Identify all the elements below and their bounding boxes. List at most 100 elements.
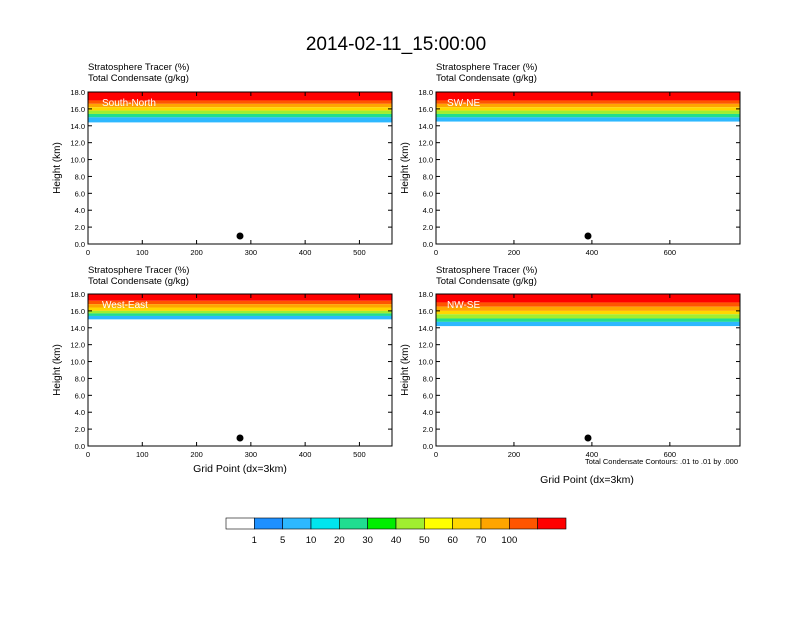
plot-frame <box>87 91 393 245</box>
colorbar-label: 100 <box>501 535 517 546</box>
panel4-title-line1: Stratosphere Tracer (%) <box>436 265 537 276</box>
colorbar-swatch <box>282 517 312 530</box>
y-tick-label: 4.0 <box>75 206 85 215</box>
y-tick-label: 14.0 <box>418 324 433 333</box>
colorbar-label: 20 <box>334 535 345 546</box>
y-tick-label: 2.0 <box>75 223 85 232</box>
x-tick-label: 400 <box>586 248 599 257</box>
panel3-title-line1: Stratosphere Tracer (%) <box>88 265 189 276</box>
plot-frame <box>435 293 741 447</box>
x-tick-label: 0 <box>86 450 90 459</box>
panel3-title-line2: Total Condensate (g/kg) <box>88 276 189 287</box>
panel3-label: West-East <box>102 300 148 311</box>
colorbar-swatch <box>310 517 340 530</box>
x-tick-label: 600 <box>664 450 677 459</box>
y-tick-label: 18.0 <box>418 88 433 97</box>
y-tick-label: 6.0 <box>75 189 85 198</box>
location-marker <box>584 232 592 240</box>
x-tick-label: 200 <box>508 248 521 257</box>
panel1-ylabel: Height (km) <box>52 142 63 194</box>
colorbar-label: 5 <box>280 535 285 546</box>
location-marker <box>236 232 244 240</box>
x-tick-label: 400 <box>299 248 312 257</box>
y-tick-label: 8.0 <box>423 172 433 181</box>
tracer-band <box>436 321 740 327</box>
y-tick-label: 10.0 <box>418 156 433 165</box>
tracer-band <box>436 107 740 111</box>
x-tick-label: 0 <box>434 248 438 257</box>
x-tick-label: 600 <box>664 248 677 257</box>
y-tick-label: 2.0 <box>423 425 433 434</box>
location-marker <box>236 434 244 442</box>
tracer-band <box>88 307 392 311</box>
colorbar-label: 40 <box>391 535 402 546</box>
y-tick-label: 14.0 <box>418 122 433 131</box>
y-tick-label: 18.0 <box>70 290 85 299</box>
tracer-band <box>88 117 392 123</box>
x-tick-label: 500 <box>353 248 366 257</box>
y-tick-label: 16.0 <box>70 307 85 316</box>
colorbar-label: 70 <box>476 535 487 546</box>
x-tick-label: 200 <box>190 450 203 459</box>
panel3-ylabel: Height (km) <box>52 344 63 396</box>
tracer-band <box>436 314 740 319</box>
colorbar-label: 1 <box>252 535 257 546</box>
colorbar-swatch <box>254 517 283 530</box>
tracer-band <box>88 107 392 111</box>
y-tick-label: 6.0 <box>423 391 433 400</box>
colorbar: 1 5 10 20 30 40 50 60 70 100 <box>225 517 567 546</box>
tracer-band <box>88 110 392 114</box>
tracer-band <box>436 92 740 101</box>
panel2-ylabel: Height (km) <box>400 142 411 194</box>
y-tick-label: 0.0 <box>423 442 433 451</box>
x-tick-label: 200 <box>508 450 521 459</box>
tracer-band <box>436 302 740 307</box>
tracer-band <box>436 294 740 303</box>
y-tick-label: 10.0 <box>418 358 433 367</box>
x-tick-label: 300 <box>245 450 258 459</box>
x-tick-label: 0 <box>86 248 90 257</box>
y-tick-label: 4.0 <box>75 408 85 417</box>
panel-nw-se: Stratosphere Tracer (%) Total Condensate… <box>400 265 741 486</box>
y-tick-label: 18.0 <box>418 290 433 299</box>
panel1-title-line1: Stratosphere Tracer (%) <box>88 62 189 73</box>
panel4-xlabel: Grid Point (dx=3km) <box>540 474 634 486</box>
tracer-band <box>436 110 740 114</box>
panel4-title-line2: Total Condensate (g/kg) <box>436 276 537 287</box>
y-tick-label: 4.0 <box>423 206 433 215</box>
colorbar-label: 60 <box>447 535 458 546</box>
y-tick-label: 0.0 <box>423 240 433 249</box>
panel2-label: SW-NE <box>447 98 480 109</box>
y-tick-label: 12.0 <box>418 139 433 148</box>
y-tick-label: 2.0 <box>423 223 433 232</box>
x-tick-label: 200 <box>190 248 203 257</box>
location-marker <box>584 434 592 442</box>
colorbar-swatch <box>395 517 425 530</box>
tracer-band <box>88 300 392 305</box>
tracer-band <box>436 103 740 108</box>
y-tick-label: 18.0 <box>70 88 85 97</box>
x-tick-label: 400 <box>299 450 312 459</box>
y-tick-label: 2.0 <box>75 425 85 434</box>
colorbar-swatch <box>367 517 397 530</box>
y-tick-label: 16.0 <box>418 307 433 316</box>
colorbar-swatch <box>225 517 255 530</box>
panel4-footnote: Total Condensate Contours: .01 to .01 by… <box>585 457 738 466</box>
panel4-ylabel: Height (km) <box>400 344 411 396</box>
y-tick-label: 12.0 <box>70 139 85 148</box>
panel4-plot: 0.0 2.0 4.0 6.0 8.0 10.0 12.0 14.0 16.0 18.0 0 200 4… <box>418 290 741 459</box>
colorbar-swatch <box>339 517 368 530</box>
y-tick-label: 10.0 <box>70 358 85 367</box>
colorbar-swatch <box>480 517 510 530</box>
colorbar-swatch <box>509 517 538 530</box>
plot-frame <box>87 293 393 447</box>
panel2-title-line1: Stratosphere Tracer (%) <box>436 62 537 73</box>
y-tick-label: 4.0 <box>423 408 433 417</box>
x-tick-label: 100 <box>136 450 149 459</box>
tracer-band <box>436 113 740 118</box>
panel2-plot: 0.0 2.0 4.0 6.0 8.0 10.0 12.0 14.0 16.0 18.0 0 200 4… <box>418 88 741 257</box>
tracer-band <box>436 318 740 322</box>
y-tick-label: 6.0 <box>75 391 85 400</box>
